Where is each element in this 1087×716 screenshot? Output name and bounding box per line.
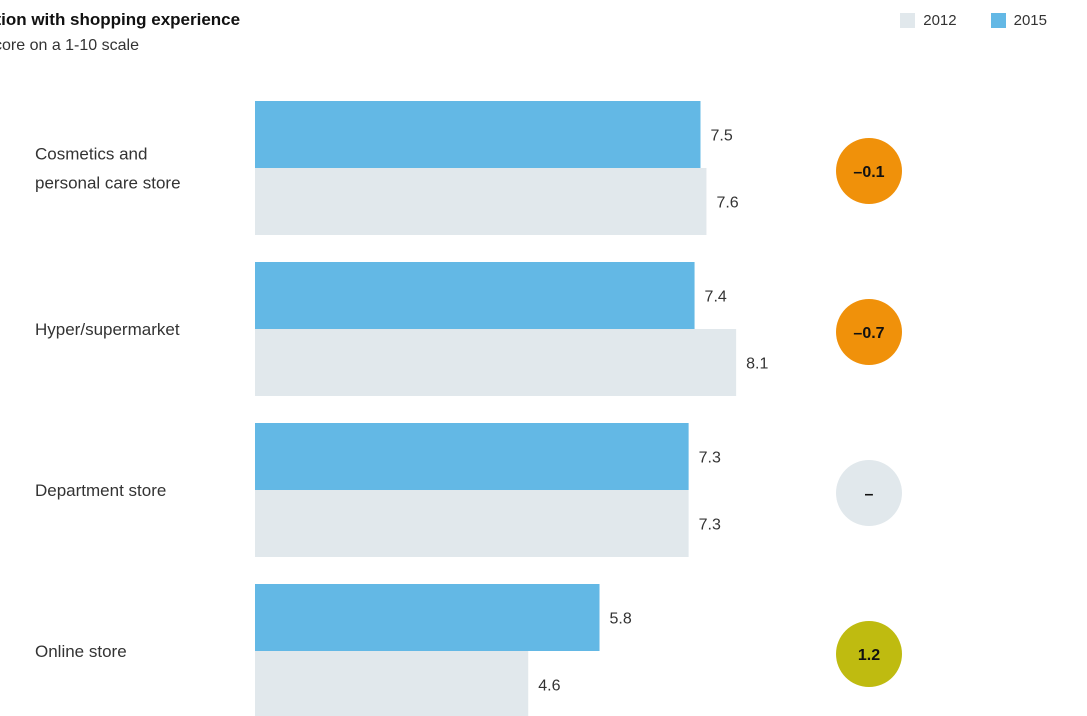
bar-2015-3 — [255, 423, 689, 490]
legend: 2012 2015 — [866, 12, 1047, 29]
change-circle-4 — [836, 621, 902, 687]
legend-item-2015: 2015 — [990, 12, 1047, 29]
bar-2012-1 — [255, 168, 707, 235]
chart-subtitle: score on a 1-10 scale — [0, 37, 139, 54]
value-label-2015-3: 7.3 — [699, 450, 721, 467]
legend-swatch-2015 — [990, 13, 1006, 28]
value-label-2012-3: 7.3 — [699, 517, 721, 534]
change-circle-2 — [836, 299, 902, 365]
value-label-2012-1: 7.6 — [716, 195, 738, 212]
change-label-3: – — [865, 486, 874, 503]
change-circle-1 — [836, 138, 902, 204]
legend-item-2012: 2012 — [900, 12, 957, 29]
bar-2012-2 — [255, 329, 737, 396]
value-label-2012-2: 8.1 — [746, 356, 768, 373]
legend-swatch-2012 — [900, 13, 916, 28]
category-label-4: Online store — [35, 642, 127, 661]
category-label-3: Department store — [35, 481, 166, 500]
value-label-2012-4: 4.6 — [538, 678, 560, 695]
legend-label-2015: 2015 — [1013, 12, 1047, 29]
change-label-4: 1.2 — [858, 647, 880, 664]
value-label-2015-2: 7.4 — [705, 289, 727, 306]
change-label-1: –0.1 — [853, 164, 884, 181]
value-label-2015-1: 7.5 — [711, 128, 733, 145]
category-label-1-line-2: personal care store — [35, 174, 181, 193]
bar-2015-4 — [255, 584, 600, 651]
legend-label-2012: 2012 — [923, 12, 957, 29]
value-label-2015-4: 5.8 — [610, 611, 632, 628]
chart-title: ction with shopping experience — [0, 10, 241, 29]
bar-2012-4 — [255, 651, 529, 716]
change-circle-3 — [836, 460, 902, 526]
category-label-1-line-1: Cosmetics and — [35, 145, 147, 164]
category-label-2: Hyper/supermarket — [35, 320, 180, 339]
bar-2015-2 — [255, 262, 695, 329]
bar-2012-3 — [255, 490, 689, 557]
change-label-2: –0.7 — [853, 325, 884, 342]
bar-2015-1 — [255, 101, 701, 168]
